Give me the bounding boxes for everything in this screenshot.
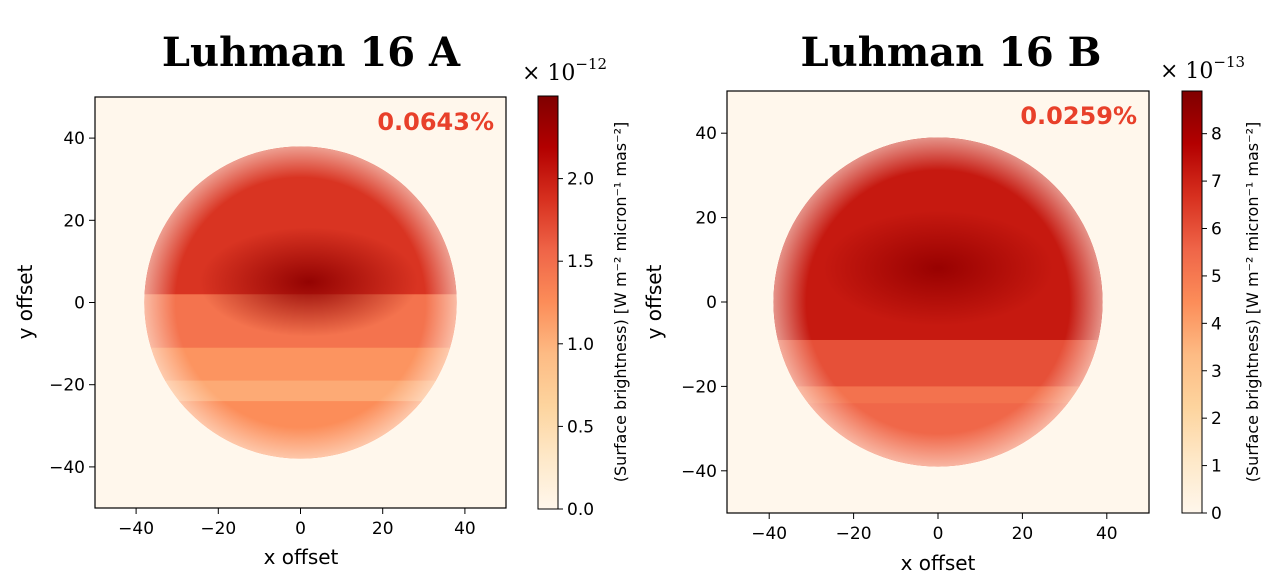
panel-b-colorbar-tick-label-5: 5 [1211, 267, 1222, 287]
panel-a-colorbar-gradient [537, 95, 559, 510]
panel-a-ytick-label-1: −20 [49, 376, 85, 396]
panel-a-colorbar-tick-label-0: 0.0 [567, 500, 594, 520]
panel-b-ytick-label-1: −20 [681, 377, 717, 397]
panel-a-ytick-label-2: 0 [74, 294, 85, 314]
panel-luhman-16-b: Luhman 16 B 0.0259% −40 −20 0 20 40−40−20020… [642, 29, 1262, 575]
panel-a-colorbar: 0.0 0.5 1.0 1.5 2.0 [537, 95, 594, 520]
panel-b-colorbar-tick-label-8: 8 [1211, 125, 1222, 145]
panel-b-ylabel: y offset [642, 264, 666, 339]
panel-b-colorbar-gradient [1181, 90, 1203, 514]
panel-a-colorbar-tick-label-2: 1.0 [567, 335, 594, 355]
panel-a-ylabel: y offset [13, 264, 37, 339]
panel-b-colorbar-tick-label-4: 4 [1211, 314, 1222, 334]
panel-a-xtick-label-4: 40 [454, 519, 476, 539]
panel-b-colorbar-multiplier: × 10−13 [1160, 53, 1245, 84]
panel-a-xtick-label-2: 0 [295, 519, 306, 539]
panel-b-colorbar-label: (Surface brightness) [W m⁻² micron⁻¹ mas… [1243, 122, 1262, 482]
panel-b-xtick-label-1: −20 [836, 524, 872, 544]
panel-b-colorbar-tick-label-0: 0 [1211, 504, 1222, 524]
panel-a-xtick-label-3: 20 [372, 519, 394, 539]
panel-b-colorbar-tick-label-6: 6 [1211, 220, 1222, 240]
panel-luhman-16-a: Luhman 16 A 0.0643% −40 −20 0 20 40 −40 −20 0 20… [13, 29, 630, 569]
panel-b-xtick-label-3: 20 [1012, 524, 1034, 544]
panel-b-ytick-label-2: 0 [706, 293, 717, 313]
panel-b-limb [773, 137, 1103, 467]
panel-a-limb [144, 146, 457, 459]
panel-a-colorbar-tick-label-4: 2.0 [567, 170, 594, 190]
panel-b-ytick-label-0: −40 [681, 462, 717, 482]
panel-a-colorbar-tick-label-3: 1.5 [567, 252, 594, 272]
panel-a-ytick-label-3: 20 [63, 211, 85, 231]
panel-b-xtick-label-4: 40 [1096, 524, 1118, 544]
panel-b-colorbar-tick-label-1: 1 [1211, 457, 1222, 477]
panel-b-colorbar-tick-label-2: 2 [1211, 409, 1222, 429]
panel-a-annotation: 0.0643% [377, 108, 494, 136]
panel-a-colorbar-multiplier: × 10−12 [522, 55, 607, 86]
panel-b-colorbar-tick-label-7: 7 [1211, 172, 1222, 192]
panel-a-axes: −40 −20 0 20 40 −40 −20 0 20 40 [49, 96, 507, 539]
panel-b-title: Luhman 16 B [801, 29, 1102, 76]
panel-b-xlabel: x offset [901, 551, 976, 575]
panel-b-colorbar: 0 1 2 3 4 5 6 7 8 [1181, 90, 1222, 524]
panel-b-ytick-label-4: 40 [695, 124, 717, 144]
panel-a-colorbar-label: (Surface brightness) [W m⁻² micron⁻¹ mas… [611, 122, 630, 482]
panel-a-heatmap [95, 97, 506, 508]
panel-b-annotation: 0.0259% [1020, 102, 1137, 130]
panel-a-colorbar-tick-label-1: 0.5 [567, 417, 594, 437]
panel-a-xtick-label-0: −40 [118, 519, 154, 539]
panel-b-ytick-label-3: 20 [695, 209, 717, 229]
panel-b-xtick-label-0: −40 [751, 524, 787, 544]
panel-b-axes: −40 −20 0 20 40 −40 −20 0 20 40 [681, 90, 1150, 544]
panel-a-ytick-label-0: −40 [49, 458, 85, 478]
panel-a-xtick-label-1: −20 [200, 519, 236, 539]
panel-b-xtick-label-2: 0 [933, 524, 944, 544]
panel-a-xlabel: x offset [264, 545, 339, 569]
panel-a-title: Luhman 16 A [162, 29, 461, 76]
panel-b-heatmap [727, 91, 1149, 513]
panel-b-colorbar-tick-label-3: 3 [1211, 362, 1222, 382]
panel-a-ytick-label-4: 40 [63, 129, 85, 149]
